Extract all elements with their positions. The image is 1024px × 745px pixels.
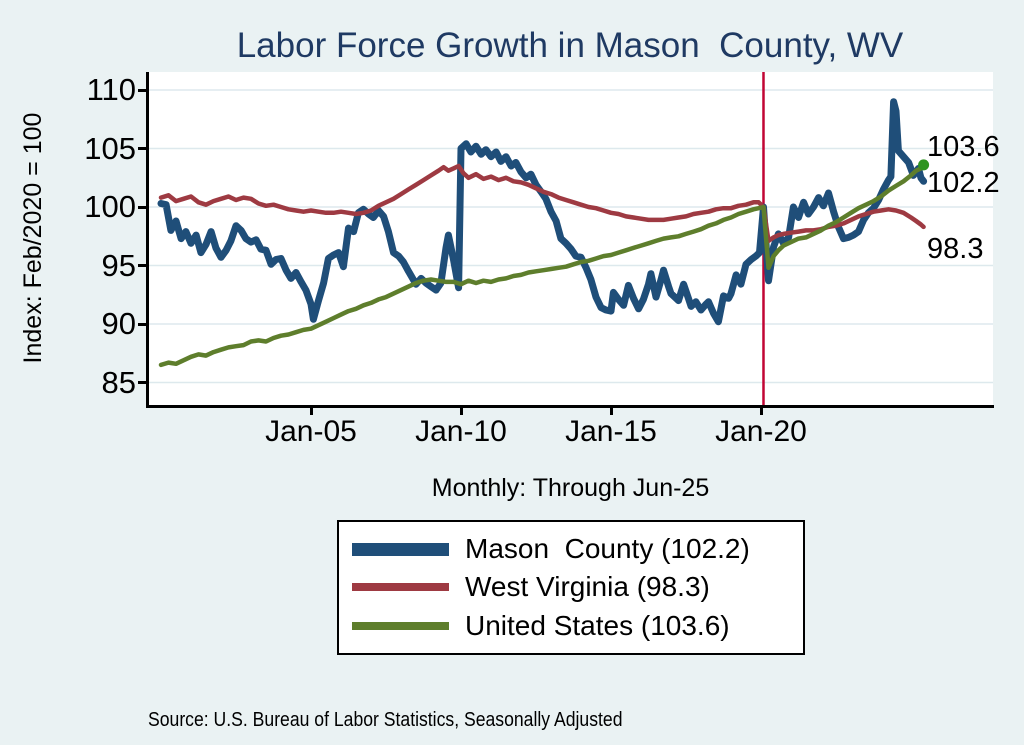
y-tick-mark [138, 381, 146, 384]
y-tick-mark [138, 205, 146, 209]
end-label-west-virginia: 98.3 [927, 233, 984, 265]
end-label-mason-county: 102.2 [927, 167, 1000, 199]
legend-swatch-west-virginia [352, 583, 449, 592]
chart-subtitle: Monthly: Through Jun-25 [431, 474, 710, 502]
us-end-marker-dot [918, 159, 930, 171]
x-tick-mark [609, 407, 613, 415]
x-tick-mark [459, 407, 463, 415]
y-tick-mark [138, 147, 146, 150]
legend-item-west-virginia: West Virginia (98.3) [339, 571, 803, 603]
y-tick-label: 90 [101, 306, 136, 341]
x-tick-label: Jan-10 [415, 415, 507, 448]
y-tick-mark [138, 322, 146, 326]
x-tick-label: Jan-05 [265, 415, 357, 448]
legend-swatch-mason-county [352, 542, 449, 556]
legend-swatch-united-states [352, 621, 449, 630]
x-axis-line [146, 405, 994, 408]
x-tick-mark [759, 407, 763, 415]
y-tick-label: 85 [101, 364, 136, 400]
x-tick-mark [309, 407, 313, 415]
end-label-united-states: 103.6 [927, 131, 1000, 163]
legend-item-united-states: United States (103.6) [339, 610, 803, 642]
y-tick-label: 95 [101, 247, 136, 283]
united-states-line [158, 162, 926, 368]
y-tick-label: 110 [86, 72, 136, 107]
chart-svg [148, 72, 993, 405]
footnotes: Source: U.S. Bureau of Labor Statistics,… [148, 663, 785, 745]
legend-label-united-states: United States (103.6) [465, 609, 730, 641]
legend-box: Mason County (102.2) West Virginia (98.3… [337, 520, 805, 655]
legend-item-mason-county: Mason County (102.2) [339, 533, 803, 565]
y-tick-mark [138, 88, 146, 92]
source-note: Source: U.S. Bureau of Labor Statistics,… [148, 709, 623, 731]
west-virginia-line [158, 163, 926, 244]
y-axis-line [146, 72, 149, 408]
y-tick-label: 105 [84, 130, 136, 166]
y-axis-title: Index: Feb/2020 = 100 [19, 112, 47, 364]
x-tick-label: Jan-20 [715, 415, 807, 448]
chart-title: Labor Force Growth in Mason County, WV [236, 26, 904, 65]
legend-label-west-virginia: West Virginia (98.3) [465, 571, 710, 603]
y-tick-mark [138, 264, 146, 267]
legend-label-mason-county: Mason County (102.2) [465, 533, 750, 565]
x-tick-label: Jan-15 [565, 415, 657, 448]
mason-county-line [157, 98, 928, 326]
y-tick-label: 100 [84, 189, 136, 224]
